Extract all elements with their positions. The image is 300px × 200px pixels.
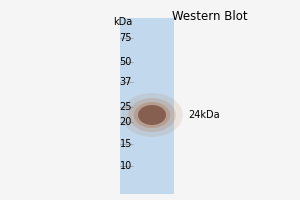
Text: 37: 37 bbox=[120, 77, 132, 87]
Text: 20: 20 bbox=[120, 117, 132, 127]
Text: 24kDa: 24kDa bbox=[188, 110, 220, 120]
Text: 25: 25 bbox=[119, 102, 132, 112]
Text: 15: 15 bbox=[120, 139, 132, 149]
Ellipse shape bbox=[128, 98, 176, 132]
Bar bbox=[120, 18, 174, 194]
Text: 50: 50 bbox=[120, 57, 132, 67]
Text: kDa: kDa bbox=[113, 17, 132, 27]
Ellipse shape bbox=[138, 105, 166, 125]
Text: Western Blot: Western Blot bbox=[172, 10, 248, 23]
Text: 10: 10 bbox=[120, 161, 132, 171]
Ellipse shape bbox=[121, 93, 183, 137]
Ellipse shape bbox=[134, 102, 170, 128]
Text: 75: 75 bbox=[119, 33, 132, 43]
